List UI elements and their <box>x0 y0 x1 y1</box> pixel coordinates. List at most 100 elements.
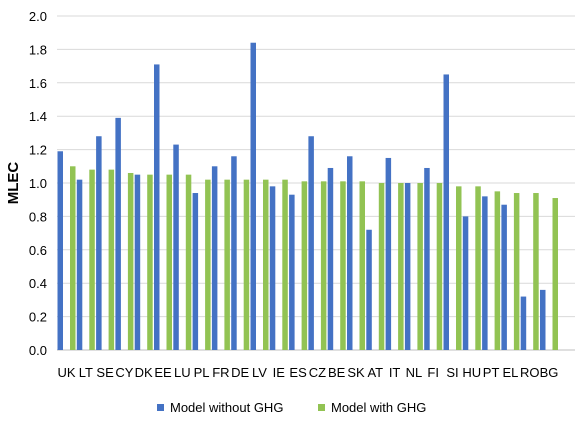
bar-with-ghg-fi <box>436 183 443 350</box>
legend-label: Model without GHG <box>170 400 283 415</box>
bar-with-ghg-fr <box>224 179 230 350</box>
x-tick-label: LT <box>79 365 93 380</box>
x-tick-label: PT <box>483 365 500 380</box>
bar-with-ghg-lt <box>89 169 95 350</box>
bar-without-ghg-lv <box>250 42 256 350</box>
bar-with-ghg-lv <box>263 179 269 350</box>
gridlines <box>57 15 575 351</box>
y-tick-label: 1.0 <box>29 176 47 191</box>
bar-with-ghg-cy <box>127 172 134 350</box>
y-tick-labels: 0.0 0.2 0.4 0.6 0.8 1.0 1.2 1.4 1.6 1.8 2.0 <box>29 9 47 358</box>
x-tick-label: UK <box>57 365 75 380</box>
x-tick-label: FI <box>427 365 439 380</box>
x-tick-label: EE <box>154 365 172 380</box>
x-tick-label: DK <box>135 365 153 380</box>
legend-swatch <box>157 404 164 411</box>
y-tick-label: 0.6 <box>29 243 47 258</box>
bar-without-ghg-hu <box>462 216 469 350</box>
bar-with-ghg-ee <box>166 174 172 350</box>
x-tick-label: SK <box>347 365 365 380</box>
bar-without-ghg-sk <box>347 156 353 350</box>
x-tick-label: CZ <box>309 365 326 380</box>
x-tick-label: BE <box>328 365 346 380</box>
bar-with-ghg-pl <box>205 179 211 350</box>
x-tick-label: PL <box>194 365 210 380</box>
y-tick-label: 1.6 <box>29 76 47 91</box>
bar-with-ghg-hu <box>475 186 481 350</box>
bar-with-ghg-sk <box>359 181 365 350</box>
x-tick-label: DE <box>231 365 249 380</box>
bar-without-ghg-ee <box>154 64 160 351</box>
bars <box>57 42 558 351</box>
x-tick-label: LV <box>252 365 267 380</box>
bar-with-ghg-lu <box>185 174 192 350</box>
bar-with-ghg-si <box>456 186 462 350</box>
x-tick-label: IE <box>273 365 286 380</box>
x-tick-label: EL <box>502 365 518 380</box>
bar-without-ghg-at <box>366 229 372 350</box>
y-tick-label: 1.8 <box>29 42 47 57</box>
legend-label: Model with GHG <box>331 400 426 415</box>
bar-without-ghg-de <box>231 156 237 350</box>
x-tick-label: SE <box>96 365 114 380</box>
bar-without-ghg-fr <box>211 166 218 350</box>
x-tick-label: IT <box>389 365 401 380</box>
bar-with-ghg-be <box>340 181 346 350</box>
bar-with-ghg-it <box>398 183 404 350</box>
y-tick-label: 0.8 <box>29 209 47 224</box>
x-tick-label: SI <box>446 365 458 380</box>
bar-with-ghg-dk <box>147 174 153 350</box>
x-tick-label: FR <box>212 365 229 380</box>
bar-without-ghg-fi <box>424 167 430 350</box>
y-tick-label: 0.4 <box>29 276 47 291</box>
bar-without-ghg-uk <box>57 151 63 350</box>
bar-without-ghg-lu <box>173 144 179 350</box>
bar-without-ghg-ie <box>269 186 276 350</box>
bar-with-ghg-es <box>301 181 308 350</box>
bar-without-ghg-se <box>96 136 102 350</box>
x-tick-label: BG <box>540 365 559 380</box>
bar-without-ghg-ro <box>520 296 527 350</box>
x-tick-labels: UK LT SE CY DK EE LU PL FR DE LV IE ES CZ BE SK AT IT NL FI… <box>57 365 558 380</box>
legend-swatch <box>318 404 325 411</box>
bar-with-ghg-nl <box>417 183 423 350</box>
bar-without-ghg-cz <box>308 136 314 350</box>
x-tick-label: RO <box>520 365 540 380</box>
bar-with-ghg-ie <box>282 179 288 350</box>
bar-with-ghg-ro <box>533 193 539 350</box>
y-tick-label: 2.0 <box>29 9 47 24</box>
bar-without-ghg-pt <box>482 196 488 350</box>
bar-without-ghg-es <box>289 194 295 350</box>
x-tick-label: CY <box>115 365 133 380</box>
bar-without-ghg-bg <box>540 289 546 350</box>
x-tick-label: HU <box>462 365 481 380</box>
bar-without-ghg-cy <box>115 117 121 351</box>
y-tick-label: 1.2 <box>29 143 47 158</box>
bar-without-ghg-lt <box>76 179 83 350</box>
y-tick-label: 0.0 <box>29 343 47 358</box>
bar-without-ghg-el <box>501 204 507 350</box>
y-tick-label: 0.2 <box>29 310 47 325</box>
bar-with-ghg-uk <box>70 166 76 350</box>
bar-with-ghg-at <box>378 183 385 350</box>
y-axis-label: MLEC <box>5 162 22 205</box>
x-tick-label: AT <box>367 365 383 380</box>
bar-without-ghg-dk <box>134 174 141 350</box>
bar-with-ghg-bg <box>552 198 558 350</box>
legend: Model without GHG Model with GHG <box>157 400 426 415</box>
bar-with-ghg-de <box>243 179 250 350</box>
bar-without-ghg-be <box>327 167 334 350</box>
x-tick-label: ES <box>289 365 307 380</box>
x-tick-label: NL <box>406 365 423 380</box>
bar-with-ghg-pt <box>494 191 501 350</box>
bar-without-ghg-it <box>385 157 392 350</box>
bar-with-ghg-el <box>513 193 520 350</box>
bar-without-ghg-nl <box>404 183 411 350</box>
bar-without-ghg-pl <box>192 193 199 350</box>
x-tick-label: LU <box>174 365 191 380</box>
bar-without-ghg-si <box>443 74 449 350</box>
y-tick-label: 1.4 <box>29 109 47 124</box>
bar-with-ghg-cz <box>320 181 327 350</box>
